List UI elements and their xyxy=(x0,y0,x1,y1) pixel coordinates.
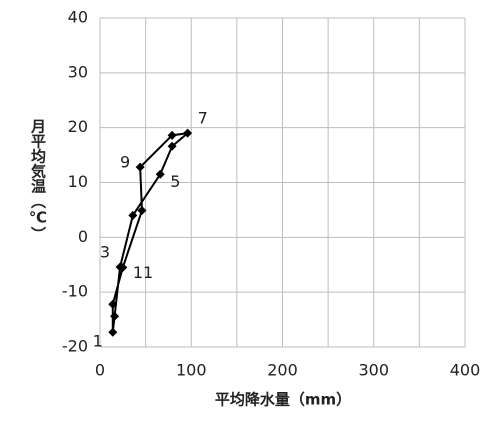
point-label: 11 xyxy=(133,263,153,282)
point-label: 3 xyxy=(100,242,110,261)
data-line xyxy=(111,131,191,333)
y-tick-label: -20 xyxy=(62,337,88,356)
marker xyxy=(137,205,147,215)
point-label: 5 xyxy=(170,172,180,191)
marker xyxy=(128,210,138,220)
marker xyxy=(108,327,118,337)
x-tick-label: 0 xyxy=(95,361,105,380)
marker xyxy=(118,262,128,272)
point-label: 9 xyxy=(120,153,130,172)
x-tick-label: 300 xyxy=(358,361,389,380)
y-tick-label: 40 xyxy=(68,8,88,27)
y-tick-label: 30 xyxy=(68,62,88,81)
marker xyxy=(167,130,177,140)
marker xyxy=(183,128,193,138)
y-axis-label: 月平均気温（℃） xyxy=(29,119,47,242)
marker xyxy=(108,299,118,309)
x-tick-label: 100 xyxy=(176,361,207,380)
marker xyxy=(135,162,145,172)
y-tick-label: 10 xyxy=(68,172,88,191)
x-axis-label: 平均降水量（mm） xyxy=(215,391,351,409)
marker xyxy=(167,141,177,151)
y-tick-label: -10 xyxy=(62,282,88,301)
y-tick-label: 0 xyxy=(78,227,88,246)
marker xyxy=(110,311,120,321)
x-tick-label: 400 xyxy=(450,361,481,380)
marker xyxy=(155,169,165,179)
point-label: 7 xyxy=(198,109,208,128)
y-tick-label: 20 xyxy=(68,117,88,136)
x-tick-label: 200 xyxy=(267,361,298,380)
point-label: 1 xyxy=(93,332,103,351)
